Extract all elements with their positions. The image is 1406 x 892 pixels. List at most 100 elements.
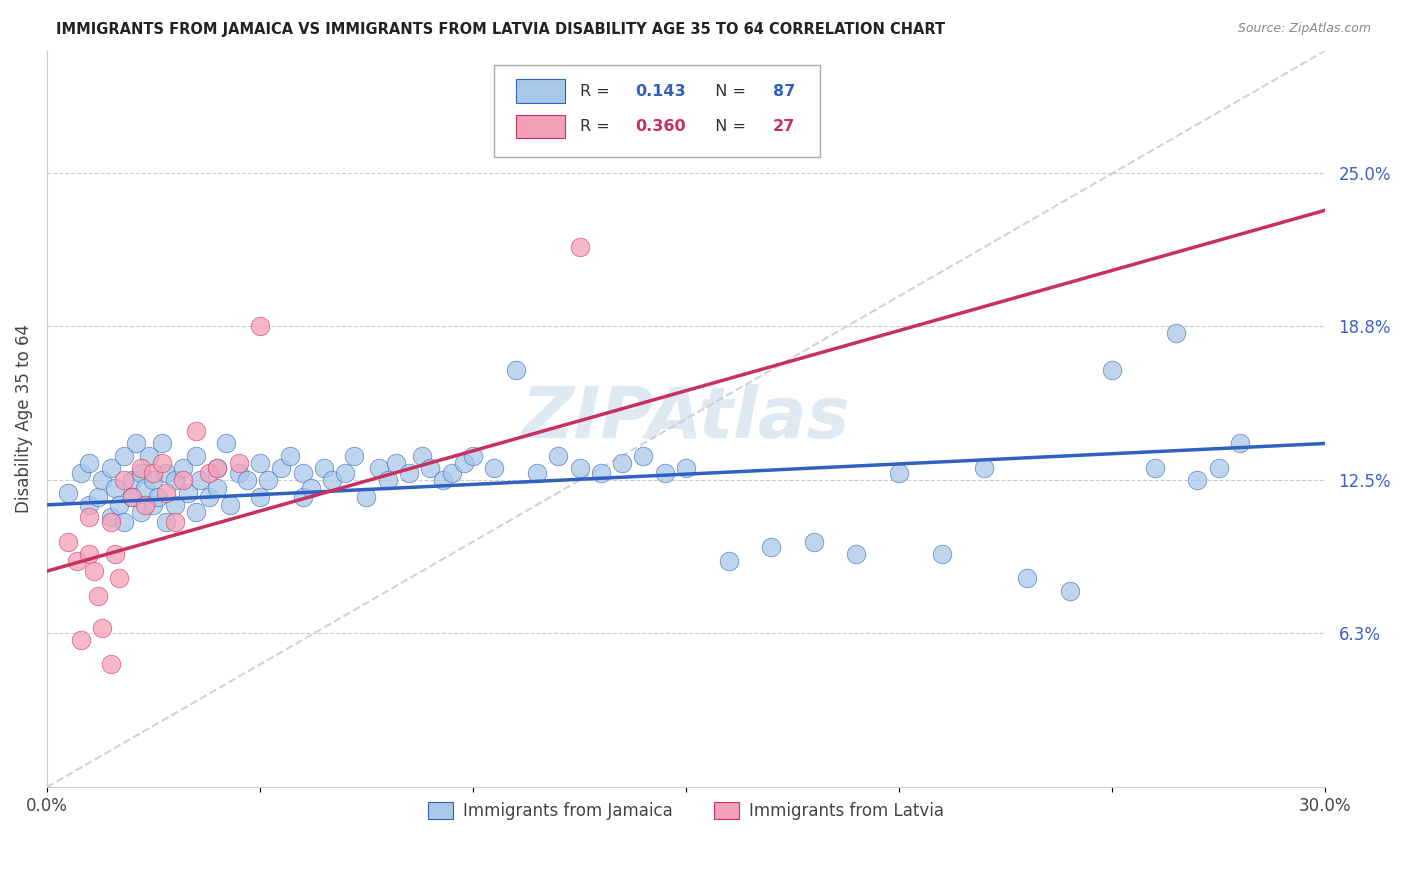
Point bbox=[654, 466, 676, 480]
Point bbox=[377, 473, 399, 487]
Point bbox=[761, 540, 783, 554]
Point bbox=[172, 461, 194, 475]
Point bbox=[146, 491, 169, 505]
Point bbox=[505, 363, 527, 377]
Point bbox=[155, 466, 177, 480]
Text: 0.143: 0.143 bbox=[636, 84, 686, 99]
Point bbox=[134, 498, 156, 512]
Text: 87: 87 bbox=[773, 84, 796, 99]
Point bbox=[1101, 363, 1123, 377]
Y-axis label: Disability Age 35 to 64: Disability Age 35 to 64 bbox=[15, 325, 32, 514]
Point bbox=[278, 449, 301, 463]
Point bbox=[1187, 473, 1209, 487]
Point bbox=[207, 461, 229, 475]
Point bbox=[219, 498, 242, 512]
Text: R =: R = bbox=[579, 84, 614, 99]
Point bbox=[249, 318, 271, 333]
Point bbox=[129, 466, 152, 480]
Point bbox=[321, 473, 343, 487]
Text: R =: R = bbox=[579, 119, 614, 134]
Point bbox=[150, 456, 173, 470]
Point bbox=[188, 473, 211, 487]
Point bbox=[1143, 461, 1166, 475]
Point bbox=[633, 449, 655, 463]
Text: 27: 27 bbox=[773, 119, 796, 134]
Point bbox=[100, 515, 122, 529]
Text: 0.360: 0.360 bbox=[636, 119, 686, 134]
Point bbox=[163, 473, 186, 487]
Point bbox=[440, 466, 463, 480]
Point bbox=[398, 466, 420, 480]
Point bbox=[249, 456, 271, 470]
Legend: Immigrants from Jamaica, Immigrants from Latvia: Immigrants from Jamaica, Immigrants from… bbox=[422, 795, 950, 827]
Point bbox=[484, 461, 506, 475]
Point bbox=[142, 498, 165, 512]
Point bbox=[100, 510, 122, 524]
Point bbox=[108, 498, 131, 512]
Point bbox=[104, 481, 127, 495]
Point bbox=[125, 436, 148, 450]
Point bbox=[150, 436, 173, 450]
Point bbox=[142, 466, 165, 480]
Point bbox=[184, 505, 207, 519]
Point bbox=[91, 621, 114, 635]
Point bbox=[129, 461, 152, 475]
Point bbox=[87, 589, 110, 603]
Point bbox=[58, 485, 80, 500]
Point bbox=[333, 466, 356, 480]
Point bbox=[184, 449, 207, 463]
Point bbox=[1059, 583, 1081, 598]
Point bbox=[112, 449, 135, 463]
Point bbox=[138, 449, 160, 463]
Point bbox=[83, 564, 105, 578]
Point bbox=[198, 491, 221, 505]
Point bbox=[104, 547, 127, 561]
Point bbox=[112, 515, 135, 529]
Point bbox=[1015, 572, 1038, 586]
Point bbox=[717, 554, 740, 568]
Point bbox=[70, 466, 93, 480]
Point bbox=[91, 473, 114, 487]
Point bbox=[215, 436, 238, 450]
Point bbox=[112, 473, 135, 487]
Text: Source: ZipAtlas.com: Source: ZipAtlas.com bbox=[1237, 22, 1371, 36]
Point bbox=[121, 491, 143, 505]
Point bbox=[79, 547, 101, 561]
Point bbox=[163, 498, 186, 512]
Point bbox=[236, 473, 259, 487]
Point bbox=[453, 456, 475, 470]
Point bbox=[526, 466, 548, 480]
Point bbox=[198, 466, 221, 480]
Point bbox=[343, 449, 366, 463]
Point bbox=[79, 510, 101, 524]
Point bbox=[368, 461, 391, 475]
Point bbox=[610, 456, 633, 470]
Point bbox=[931, 547, 953, 561]
Point bbox=[79, 498, 101, 512]
Point bbox=[70, 632, 93, 647]
Point bbox=[299, 481, 322, 495]
Point bbox=[291, 466, 314, 480]
Point bbox=[79, 456, 101, 470]
Point bbox=[845, 547, 868, 561]
Point bbox=[249, 491, 271, 505]
Point bbox=[155, 485, 177, 500]
Point bbox=[1229, 436, 1251, 450]
Point bbox=[568, 240, 591, 254]
Text: N =: N = bbox=[706, 84, 751, 99]
Point bbox=[385, 456, 408, 470]
Point bbox=[356, 491, 378, 505]
Point bbox=[1164, 326, 1187, 340]
Point bbox=[155, 515, 177, 529]
Point bbox=[547, 449, 569, 463]
Point bbox=[419, 461, 441, 475]
Text: ZIPAtlas: ZIPAtlas bbox=[522, 384, 851, 453]
Point bbox=[176, 485, 198, 500]
Point bbox=[432, 473, 454, 487]
Text: N =: N = bbox=[706, 119, 751, 134]
Point bbox=[121, 491, 143, 505]
Point bbox=[184, 424, 207, 438]
Point bbox=[312, 461, 335, 475]
Point bbox=[461, 449, 484, 463]
FancyBboxPatch shape bbox=[495, 65, 820, 158]
